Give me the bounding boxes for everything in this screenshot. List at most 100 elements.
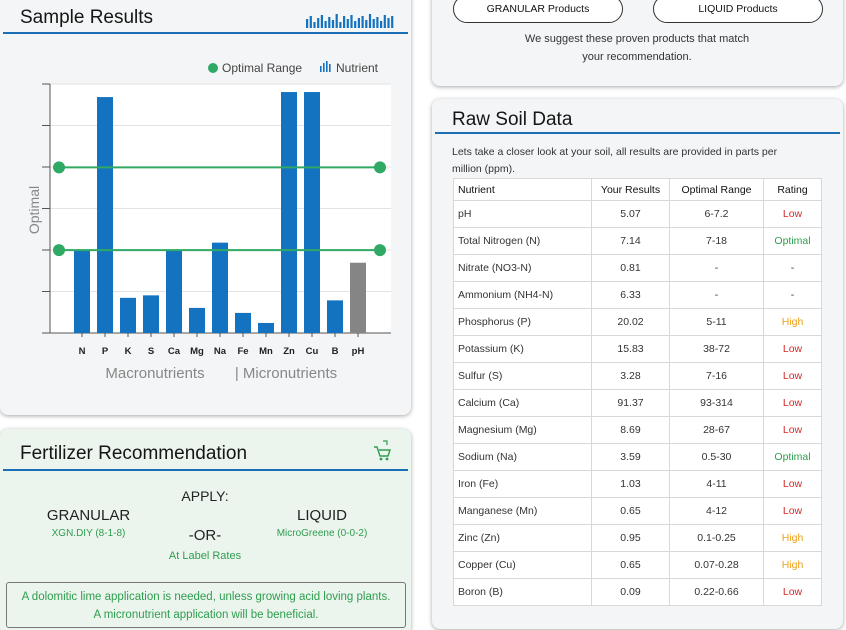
- icon-bar: [361, 16, 364, 28]
- header-optimal-range: Optimal Range: [669, 178, 764, 201]
- raw-soil-card: Raw Soil Data Lets take a closer look at…: [432, 99, 843, 629]
- tick-label-ca: Ca: [168, 346, 181, 357]
- header-results: Your Results: [591, 178, 670, 201]
- table-row: Sulfur (S) 3.28 7-16 Low: [453, 362, 822, 390]
- icon-bar: [346, 19, 349, 28]
- icon-bar: [372, 19, 375, 28]
- rate-label: At Label Rates: [168, 550, 242, 562]
- bar-cu[interactable]: [304, 92, 320, 333]
- table-row: Boron (B) 0.09 0.22-0.66 Low: [453, 578, 822, 606]
- icon-bar: [357, 18, 360, 28]
- tick-label-fe: Fe: [237, 346, 248, 357]
- granular-products-button[interactable]: GRANULAR Products: [453, 0, 623, 23]
- bar-p[interactable]: [97, 97, 113, 333]
- tick-label-p: P: [102, 346, 109, 357]
- cell-rating: Low: [763, 200, 822, 228]
- bar-fe[interactable]: [235, 312, 251, 333]
- table-row: Ammonium (NH4-N) 6.33- -: [453, 281, 822, 309]
- cell-range: 7-16: [669, 362, 764, 390]
- bar-s[interactable]: [143, 295, 159, 333]
- cell-result: 0.95: [591, 524, 670, 552]
- cell-range: 0.22-0.66: [669, 578, 764, 606]
- notice-line: A dolomitic lime application is needed, …: [21, 591, 391, 603]
- micronutrients-label: | Micronutrients: [235, 365, 337, 382]
- liquid-product[interactable]: MicroGreene (0-0-2): [276, 528, 368, 539]
- legend-optimal-label: Optimal Range: [222, 61, 302, 75]
- bar-na[interactable]: [212, 242, 228, 333]
- bar-ca[interactable]: [166, 250, 182, 333]
- table-row: Calcium (Ca) 91.37 93-314 Low: [453, 389, 822, 417]
- cell-result: 3.59: [591, 443, 670, 471]
- header-nutrient: Nutrient: [453, 178, 592, 201]
- tick-label-ph: pH: [352, 346, 365, 357]
- bar-n[interactable]: [74, 250, 90, 333]
- cell-nutrient: Phosphorus (P): [453, 308, 592, 336]
- icon-bar: [354, 21, 357, 28]
- cell-nutrient: Potassium (K): [453, 335, 592, 363]
- or-label: -OR-: [188, 527, 222, 544]
- title-divider: [435, 132, 840, 134]
- icon-bar: [320, 15, 323, 28]
- table-row: Iron (Fe) 1.03 4-11 Low: [453, 470, 822, 498]
- bar-b[interactable]: [327, 300, 343, 333]
- granular-product[interactable]: XGN.DIY (8-1-8): [51, 528, 126, 539]
- table-row: Phosphorus (P) 20.02 5-11 High: [453, 308, 822, 336]
- cell-rating: -: [763, 254, 822, 282]
- icon-bar: [387, 18, 390, 28]
- cell-nutrient: Nitrate (NO3-N): [453, 254, 592, 282]
- table-row: Potassium (K) 15.83 38-72 Low: [453, 335, 822, 363]
- optimal-dot-icon: [208, 63, 218, 73]
- cell-nutrient: Ammonium (NH4-N): [453, 281, 592, 309]
- cell-result: 0.65: [591, 497, 670, 525]
- icon-bar: [331, 20, 335, 28]
- bar-mn[interactable]: [258, 322, 274, 333]
- bar-mg[interactable]: [189, 307, 205, 333]
- cell-rating: -: [763, 281, 822, 309]
- bar-zn[interactable]: [281, 92, 297, 333]
- cell-result: 6.33: [591, 281, 670, 309]
- cell-range: 38-72: [669, 335, 764, 363]
- title-divider: [3, 32, 408, 34]
- cell-rating: Optimal: [763, 227, 822, 255]
- cell-range: -: [669, 254, 764, 282]
- icon-bar: [328, 17, 331, 28]
- liquid-title: LIQUID: [296, 507, 347, 524]
- icon-bar: [365, 20, 368, 28]
- macronutrients-label: Macronutrients: [105, 365, 204, 382]
- table-row: pH 5.07 6-7.2 Low: [453, 200, 822, 228]
- cell-rating: Low: [763, 416, 822, 444]
- y-axis-label: Optimal: [26, 186, 42, 234]
- icon-bar: [335, 14, 338, 28]
- tick-label-b: B: [332, 346, 339, 357]
- bar-k[interactable]: [120, 297, 136, 333]
- cell-nutrient: Iron (Fe): [453, 470, 592, 498]
- cart-icon[interactable]: [372, 439, 392, 461]
- icon-bar: [306, 19, 309, 28]
- cell-result: 91.37: [591, 389, 670, 417]
- cell-nutrient: Zinc (Zn): [453, 524, 592, 552]
- recommendation-notice: A dolomitic lime application is needed, …: [6, 582, 406, 628]
- cell-nutrient: Sulfur (S): [453, 362, 592, 390]
- chart-optimal-range: [53, 161, 386, 257]
- suggestion-line: We suggest these proven products that ma…: [524, 33, 750, 45]
- products-card: GRANULAR Products LIQUID Products We sug…: [432, 0, 843, 86]
- liquid-products-button[interactable]: LIQUID Products: [653, 0, 823, 23]
- cell-result: 0.81: [591, 254, 670, 282]
- bar-ph[interactable]: [350, 262, 366, 333]
- cell-range: 93-314: [669, 389, 764, 417]
- cell-range: 4-11: [669, 470, 764, 498]
- table-row: Total Nitrogen (N) 7.14 7-18 Optimal: [453, 227, 822, 255]
- notice-line: A micronutrient application will be bene…: [93, 609, 319, 621]
- cell-range: 6-7.2: [669, 200, 764, 228]
- cell-nutrient: Copper (Cu): [453, 551, 592, 579]
- table-row: Zinc (Zn) 0.95 0.1-0.25 High: [453, 524, 822, 552]
- title-divider: [3, 469, 408, 471]
- cell-nutrient: pH: [453, 200, 592, 228]
- fertilizer-card: Fertilizer Recommendation APPLY: GRANULA…: [0, 429, 411, 630]
- cell-range: 5-11: [669, 308, 764, 336]
- cell-result: 20.02: [591, 308, 670, 336]
- cell-rating: Low: [763, 362, 822, 390]
- cell-rating: High: [763, 524, 822, 552]
